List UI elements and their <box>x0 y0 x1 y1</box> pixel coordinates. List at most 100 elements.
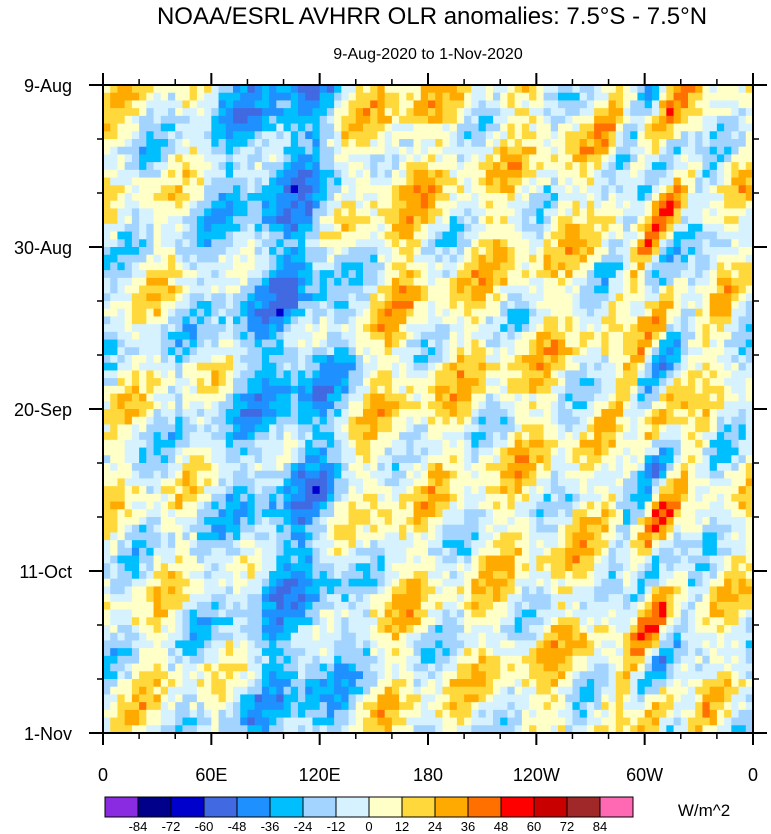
field-cell <box>326 154 335 163</box>
field-cell <box>442 401 451 410</box>
field-cell <box>341 193 350 202</box>
field-cell <box>247 169 256 179</box>
field-cell <box>594 262 602 271</box>
field-cell <box>131 146 140 156</box>
field-cell <box>449 262 458 271</box>
field-cell <box>558 100 566 109</box>
field-cell <box>695 223 704 233</box>
field-cell <box>233 262 241 271</box>
field-cell <box>493 486 501 495</box>
field-cell <box>131 347 140 356</box>
field-cell <box>550 193 559 202</box>
field-cell <box>586 308 595 318</box>
field-cell <box>298 169 306 179</box>
field-cell <box>261 108 270 117</box>
field-cell <box>745 401 753 410</box>
field-cell <box>110 401 119 410</box>
field-cell <box>428 447 436 456</box>
field-cell <box>146 108 155 117</box>
field-cell <box>319 463 328 472</box>
field-cell <box>124 293 133 302</box>
field-cell <box>326 370 335 379</box>
field-cell <box>290 455 299 464</box>
field-cell <box>709 424 718 433</box>
field-cell <box>261 409 270 418</box>
field-cell <box>594 92 602 102</box>
field-cell <box>493 162 501 171</box>
field-cell <box>428 455 436 464</box>
field-cell <box>168 362 176 372</box>
field-cell <box>196 324 205 333</box>
field-cell <box>615 355 624 364</box>
field-cell <box>355 169 364 179</box>
field-cell <box>594 308 602 318</box>
field-cell <box>406 154 415 163</box>
field-cell <box>377 362 386 372</box>
field-cell <box>716 478 725 487</box>
field-cell <box>233 424 241 433</box>
field-cell <box>644 355 653 364</box>
field-cell <box>716 339 725 348</box>
field-cell <box>406 216 415 225</box>
field-cell <box>709 270 718 279</box>
field-cell <box>449 478 458 487</box>
field-cell <box>456 208 465 217</box>
field-cell <box>478 185 487 194</box>
field-cell <box>196 254 205 264</box>
field-cell <box>139 370 147 379</box>
field-cell <box>680 301 689 310</box>
field-cell <box>399 301 407 310</box>
field-cell <box>651 493 660 503</box>
field-cell <box>456 123 465 132</box>
field-cell <box>471 92 480 102</box>
field-cell <box>413 378 422 387</box>
field-cell <box>269 154 277 163</box>
field-cell <box>623 347 631 356</box>
field-cell <box>745 293 753 302</box>
field-cell <box>485 92 494 102</box>
field-cell <box>334 123 342 132</box>
field-cell <box>565 370 574 379</box>
field-cell <box>615 85 624 94</box>
field-cell <box>276 401 285 410</box>
field-cell <box>363 385 371 395</box>
field-cell <box>160 254 169 264</box>
field-cell <box>579 424 588 433</box>
field-cell <box>160 339 169 348</box>
field-cell <box>428 115 436 125</box>
field-cell <box>334 439 342 449</box>
field-cell <box>153 324 162 333</box>
field-cell <box>637 455 646 464</box>
field-cell <box>233 277 241 287</box>
field-cell <box>406 123 415 132</box>
field-cell <box>435 231 444 240</box>
field-cell <box>175 324 184 333</box>
field-cell <box>543 347 552 356</box>
field-cell <box>680 100 689 109</box>
field-cell <box>189 200 198 210</box>
field-cell <box>680 432 689 441</box>
field-cell <box>449 463 458 472</box>
field-cell <box>464 239 472 248</box>
field-cell <box>688 439 696 449</box>
field-cell <box>168 308 176 318</box>
field-cell <box>168 85 176 94</box>
field-cell <box>160 277 169 287</box>
field-cell <box>196 169 205 179</box>
field-cell <box>449 370 458 379</box>
field-cell <box>536 293 545 302</box>
field-cell <box>182 308 191 318</box>
field-cell <box>399 223 407 233</box>
field-cell <box>521 85 530 94</box>
field-cell <box>550 331 559 341</box>
field-cell <box>305 92 314 102</box>
field-cell <box>391 370 400 379</box>
field-cell <box>283 439 292 449</box>
field-cell <box>615 463 624 472</box>
field-cell <box>442 92 451 102</box>
field-cell <box>493 355 501 364</box>
field-cell <box>146 301 155 310</box>
field-cell <box>529 216 537 225</box>
field-cell <box>536 277 545 287</box>
field-cell <box>623 486 631 495</box>
